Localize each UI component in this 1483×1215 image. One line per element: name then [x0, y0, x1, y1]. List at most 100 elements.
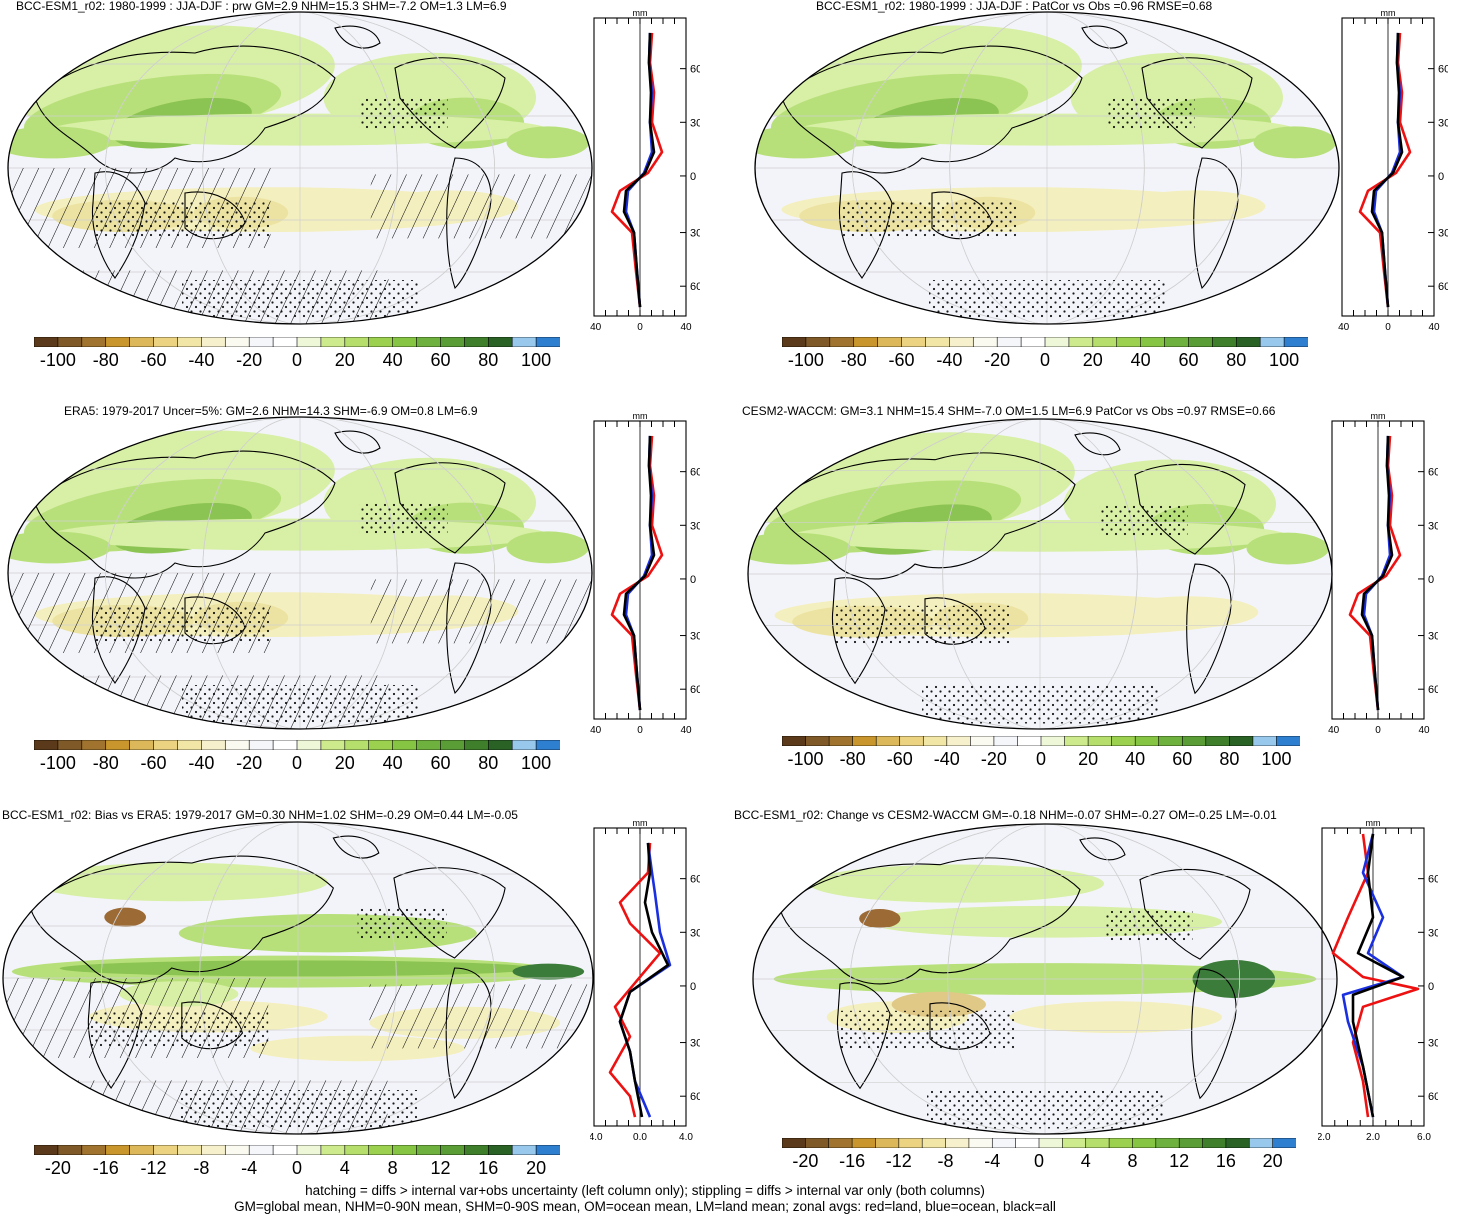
colorbar-swatch	[1116, 337, 1142, 347]
colorbar-swatch	[1248, 1138, 1274, 1148]
colorbar-swatch	[201, 1145, 227, 1155]
zonal-y-tick-label: 60S	[1428, 684, 1438, 696]
zonal-x-tick-label: 6.0	[1417, 1132, 1431, 1143]
zonal-x-tick-label: 0	[637, 322, 643, 333]
colorbar-swatch	[177, 337, 203, 347]
colorbar-swatch	[805, 1138, 830, 1148]
colorbar-tick-label: 0	[1035, 749, 1047, 769]
hatching	[34, 675, 389, 729]
zonal-y-tick-label: 30N	[690, 117, 700, 129]
colorbar-swatch	[1235, 337, 1261, 347]
zonal-y-tick-label: 30N	[1438, 117, 1448, 129]
stippling	[929, 280, 1165, 319]
colorbar-tick-label: -8	[937, 1151, 954, 1171]
colorbar-swatch	[201, 740, 227, 750]
field-region	[506, 126, 590, 159]
longitude-line	[949, 12, 1145, 324]
colorbar-swatch	[129, 740, 155, 750]
hatching	[8, 573, 271, 653]
colorbar-tick-label: 60	[430, 753, 451, 773]
colorbar-tick-label: -80	[839, 749, 866, 769]
zonal-y-tick-label: 30S	[1428, 631, 1438, 643]
stippling	[357, 907, 447, 940]
stippling	[1106, 97, 1195, 130]
zonal-ocean-line	[1362, 435, 1392, 711]
hatching	[370, 174, 592, 239]
colorbar-tick-label: -60	[888, 350, 915, 370]
colorbar-swatch	[1108, 1138, 1134, 1148]
colorbar-swatch	[129, 337, 155, 347]
hatching	[8, 168, 271, 248]
colorbar-swatch	[153, 740, 179, 750]
colorbar-swatch	[177, 740, 203, 750]
panel-title: BCC-ESM1_r02: 1980-1999 : JJA-DJF : PatC…	[816, 0, 1213, 13]
colorbar-tick-label: -60	[140, 350, 167, 370]
zonal-all-line	[1351, 833, 1405, 1118]
colorbar-swatch	[828, 1138, 853, 1148]
zonal-x-tick-label: 0	[1385, 322, 1391, 333]
colorbar-tick-label: 80	[478, 753, 499, 773]
colorbar-swatch	[1205, 736, 1231, 746]
colorbar-swatch	[464, 1145, 490, 1155]
hatching	[3, 978, 269, 1058]
colorbar-swatch	[34, 740, 59, 750]
zonal-y-tick-label: 30S	[690, 1038, 700, 1050]
colorbar-swatch	[535, 1145, 560, 1155]
colorbar-swatch	[248, 740, 274, 750]
colorbar-tick-label: -20	[44, 1158, 71, 1178]
map-border	[7, 11, 593, 325]
colorbar-swatch	[224, 337, 250, 347]
colorbar-swatch	[368, 337, 394, 347]
colorbar-labels: -100 -80 -60 -40 -20 0 20 40 60 80 100	[34, 350, 560, 372]
map-border	[754, 11, 1340, 325]
zonal-ocean-line	[624, 32, 654, 308]
colorbar-swatch	[1178, 1138, 1204, 1148]
panel-title: CESM2-WACCM: GM=3.1 NHM=15.4 SHM=-7.0 OM…	[742, 404, 1276, 418]
zonal-y-tick-label: 30S	[690, 631, 700, 643]
zonal-average-plot: mm 60N 30N 0 30S 60S -40 0 40	[590, 411, 700, 736]
colorbar-tick-label: 60	[1178, 350, 1199, 370]
zonal-unit: mm	[633, 411, 648, 421]
colorbar-swatch	[1229, 736, 1254, 746]
zonal-y-tick-label: 30N	[1428, 520, 1438, 532]
longitude-line	[844, 419, 1236, 729]
zonal-average-plot: mm 60N 30N 0 30S 60S -40 0 40	[1328, 411, 1438, 736]
coastline	[779, 857, 1081, 985]
colorbar-swatch	[81, 1145, 107, 1155]
colorbar-swatch	[105, 1145, 131, 1155]
colorbar-tick-label: -16	[92, 1158, 119, 1178]
colorbar-swatch	[921, 1138, 947, 1148]
panel-title: BCC-ESM1_r02: 1980-1999 : JJA-DJF : prw …	[16, 0, 507, 13]
zonal-y-tick-label: 30N	[690, 520, 700, 532]
colorbar-swatch	[853, 337, 879, 347]
colorbar-swatch	[416, 1145, 442, 1155]
stippling	[927, 1090, 1163, 1129]
colorbar-swatch	[829, 337, 855, 347]
colorbar-tick-label: 40	[1125, 749, 1146, 769]
zonal-all-line	[622, 435, 656, 711]
colorbar-tick-label: -100	[39, 350, 76, 370]
colorbar-tick-label: -100	[787, 749, 824, 769]
zonal-y-tick-label: 0	[1428, 574, 1434, 586]
zonal-y-tick-label: 60S	[1438, 281, 1448, 293]
colorbar-tick-label: 20	[334, 350, 355, 370]
field-region	[1246, 532, 1330, 565]
field-region	[809, 864, 1104, 903]
zonal-x-tick-label: 4.0	[679, 1132, 693, 1143]
colorbar-swatch	[1092, 337, 1118, 347]
colorbar-tick-label: -20	[792, 1151, 819, 1171]
colorbar-tick-label: 100	[1269, 350, 1300, 370]
colorbar-swatch	[1020, 337, 1046, 347]
map-border	[2, 821, 594, 1135]
zonal-all-line	[618, 842, 670, 1118]
stippling	[838, 1010, 1016, 1049]
zonal-average-plot: mm 60N 30N 0 30S 60S -40 0 40	[590, 8, 700, 333]
colorbar-swatch	[901, 337, 927, 347]
zonal-x-tick-label: -4.0	[590, 1132, 603, 1143]
footer-legend-hatching: hatching = diffs > internal var+obs unce…	[305, 1183, 985, 1198]
colorbar-swatch	[1181, 736, 1207, 746]
colorbar-swatch	[1164, 337, 1190, 347]
colorbar-swatch	[993, 736, 1019, 746]
zonal-y-tick-label: 60S	[1428, 1091, 1438, 1103]
coastline	[1081, 25, 1128, 49]
